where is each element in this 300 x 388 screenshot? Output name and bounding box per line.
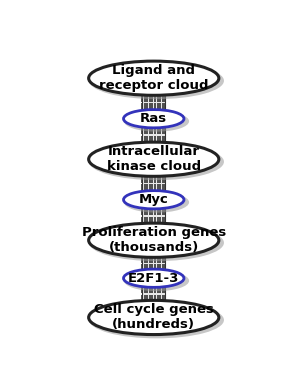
- Text: Ras: Ras: [140, 112, 167, 125]
- Ellipse shape: [89, 142, 219, 176]
- Bar: [142, 257, 165, 269]
- Ellipse shape: [89, 144, 224, 180]
- Ellipse shape: [124, 192, 189, 213]
- Ellipse shape: [124, 269, 184, 288]
- Text: Ligand and
receptor cloud: Ligand and receptor cloud: [99, 64, 208, 92]
- Bar: [142, 288, 165, 300]
- Text: Myc: Myc: [139, 193, 169, 206]
- Text: Intracellular
kinase cloud: Intracellular kinase cloud: [107, 145, 201, 173]
- Ellipse shape: [124, 191, 184, 209]
- Ellipse shape: [89, 62, 224, 99]
- Ellipse shape: [124, 111, 189, 132]
- Text: Cell cycle genes
(hundreds): Cell cycle genes (hundreds): [94, 303, 214, 331]
- Bar: [142, 209, 165, 223]
- Ellipse shape: [89, 301, 224, 338]
- Text: Proliferation genes
(thousands): Proliferation genes (thousands): [82, 226, 226, 254]
- Ellipse shape: [89, 61, 219, 95]
- Text: E2F1-3: E2F1-3: [128, 272, 179, 285]
- Ellipse shape: [89, 224, 224, 261]
- Ellipse shape: [124, 109, 184, 128]
- Ellipse shape: [89, 223, 219, 257]
- Ellipse shape: [89, 300, 219, 334]
- Ellipse shape: [124, 270, 189, 291]
- Bar: [142, 128, 165, 142]
- Bar: [142, 176, 165, 191]
- Bar: [142, 95, 165, 109]
